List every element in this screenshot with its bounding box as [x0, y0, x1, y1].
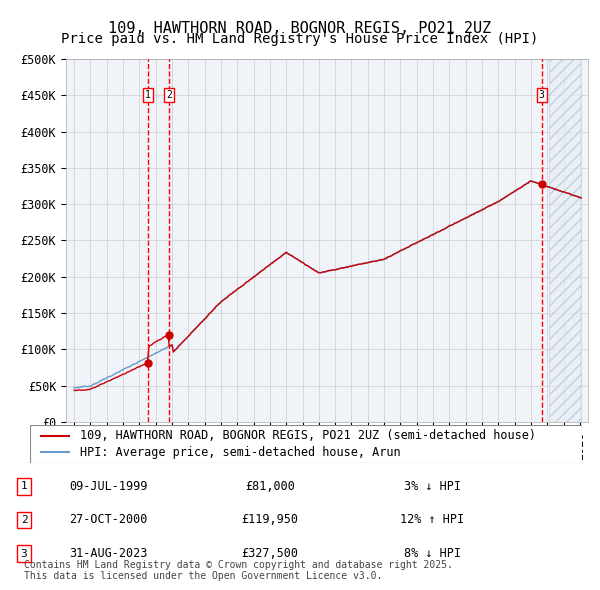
Text: 27-OCT-2000: 27-OCT-2000 [69, 513, 147, 526]
Text: 3: 3 [20, 549, 28, 559]
Text: 109, HAWTHORN ROAD, BOGNOR REGIS, PO21 2UZ (semi-detached house): 109, HAWTHORN ROAD, BOGNOR REGIS, PO21 2… [80, 429, 536, 442]
Text: 31-AUG-2023: 31-AUG-2023 [69, 547, 147, 560]
Text: 3: 3 [539, 90, 545, 100]
Text: 2: 2 [166, 90, 172, 100]
Text: 2: 2 [20, 515, 28, 525]
Text: HPI: Average price, semi-detached house, Arun: HPI: Average price, semi-detached house,… [80, 446, 400, 459]
Text: 109, HAWTHORN ROAD, BOGNOR REGIS, PO21 2UZ: 109, HAWTHORN ROAD, BOGNOR REGIS, PO21 2… [109, 21, 491, 35]
Text: 12% ↑ HPI: 12% ↑ HPI [400, 513, 464, 526]
Text: 1: 1 [145, 90, 151, 100]
Text: 1: 1 [20, 481, 28, 491]
Text: 3% ↓ HPI: 3% ↓ HPI [404, 480, 461, 493]
Text: £327,500: £327,500 [241, 547, 299, 560]
FancyBboxPatch shape [30, 425, 582, 463]
Text: Contains HM Land Registry data © Crown copyright and database right 2025.
This d: Contains HM Land Registry data © Crown c… [24, 559, 453, 581]
Text: 09-JUL-1999: 09-JUL-1999 [69, 480, 147, 493]
Text: 8% ↓ HPI: 8% ↓ HPI [404, 547, 461, 560]
Text: £119,950: £119,950 [241, 513, 299, 526]
Text: Price paid vs. HM Land Registry's House Price Index (HPI): Price paid vs. HM Land Registry's House … [61, 32, 539, 47]
Text: £81,000: £81,000 [245, 480, 295, 493]
